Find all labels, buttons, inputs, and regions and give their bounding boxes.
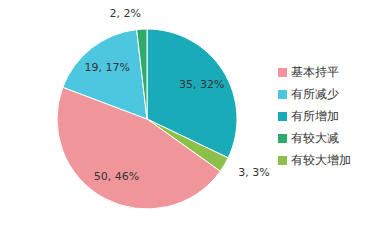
html-text:有较大增加: 有较大增加: [291, 152, 351, 167]
html-text:有所增加: 有所增加: [291, 108, 339, 123]
svg-text:19, 17%: 19, 17%: [84, 61, 129, 74]
svg-text:50, 46%: 50, 46%: [94, 170, 139, 183]
svg-text:35, 32%: 35, 32%: [179, 78, 224, 91]
html-text:有所减少: 有所减少: [291, 86, 339, 101]
svg-text:2, 2%: 2, 2%: [109, 8, 140, 20]
svg-text:3, 3%: 3, 3%: [238, 166, 269, 179]
html-text:基本持平: 基本持平: [291, 64, 339, 79]
html-text:有较大减: 有较大减: [291, 130, 339, 145]
